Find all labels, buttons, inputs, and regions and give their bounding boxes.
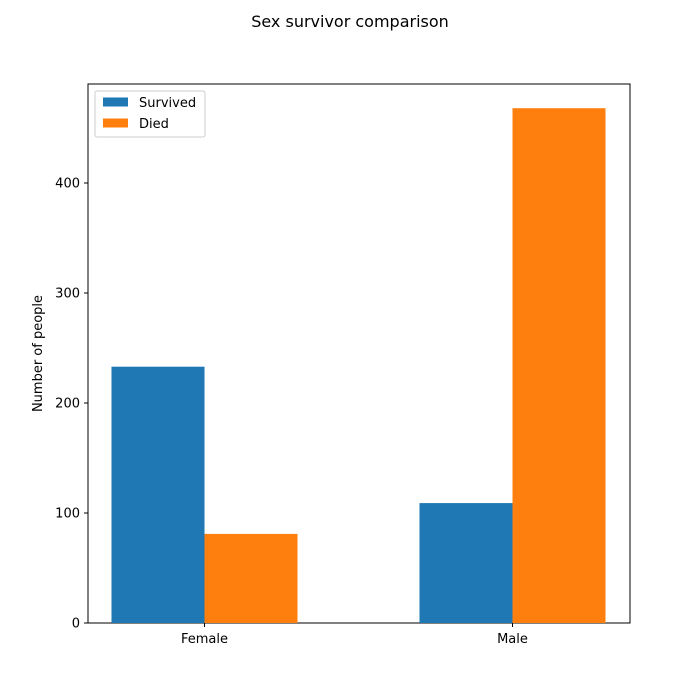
legend-swatch-survived	[103, 97, 128, 107]
y-axis-label: Number of people	[31, 295, 46, 412]
y-tick-label: 300	[55, 287, 80, 302]
y-tick-label: 100	[55, 507, 80, 522]
plot-frame	[87, 83, 631, 624]
legend-label-survived: Survived	[139, 96, 196, 111]
y-tick-label: 0	[72, 617, 80, 632]
x-axis: Female Male	[181, 623, 528, 647]
bars-group	[111, 108, 606, 623]
x-tick-label: Male	[497, 632, 528, 647]
y-axis: 0 100 200 300 400	[55, 177, 88, 632]
legend: Survived Died	[94, 90, 206, 138]
bar-survived-male	[419, 503, 513, 623]
bar-survived-female	[111, 366, 205, 623]
y-tick-label: 400	[55, 177, 80, 192]
y-tick-label: 200	[55, 397, 80, 412]
legend-swatch-died	[103, 118, 128, 128]
x-tick-label: Female	[181, 632, 228, 647]
chart-title: Sex survivor comparison	[251, 12, 449, 31]
legend-label-died: Died	[139, 117, 169, 132]
bar-died-female	[204, 533, 298, 623]
bar-died-male	[512, 108, 606, 623]
